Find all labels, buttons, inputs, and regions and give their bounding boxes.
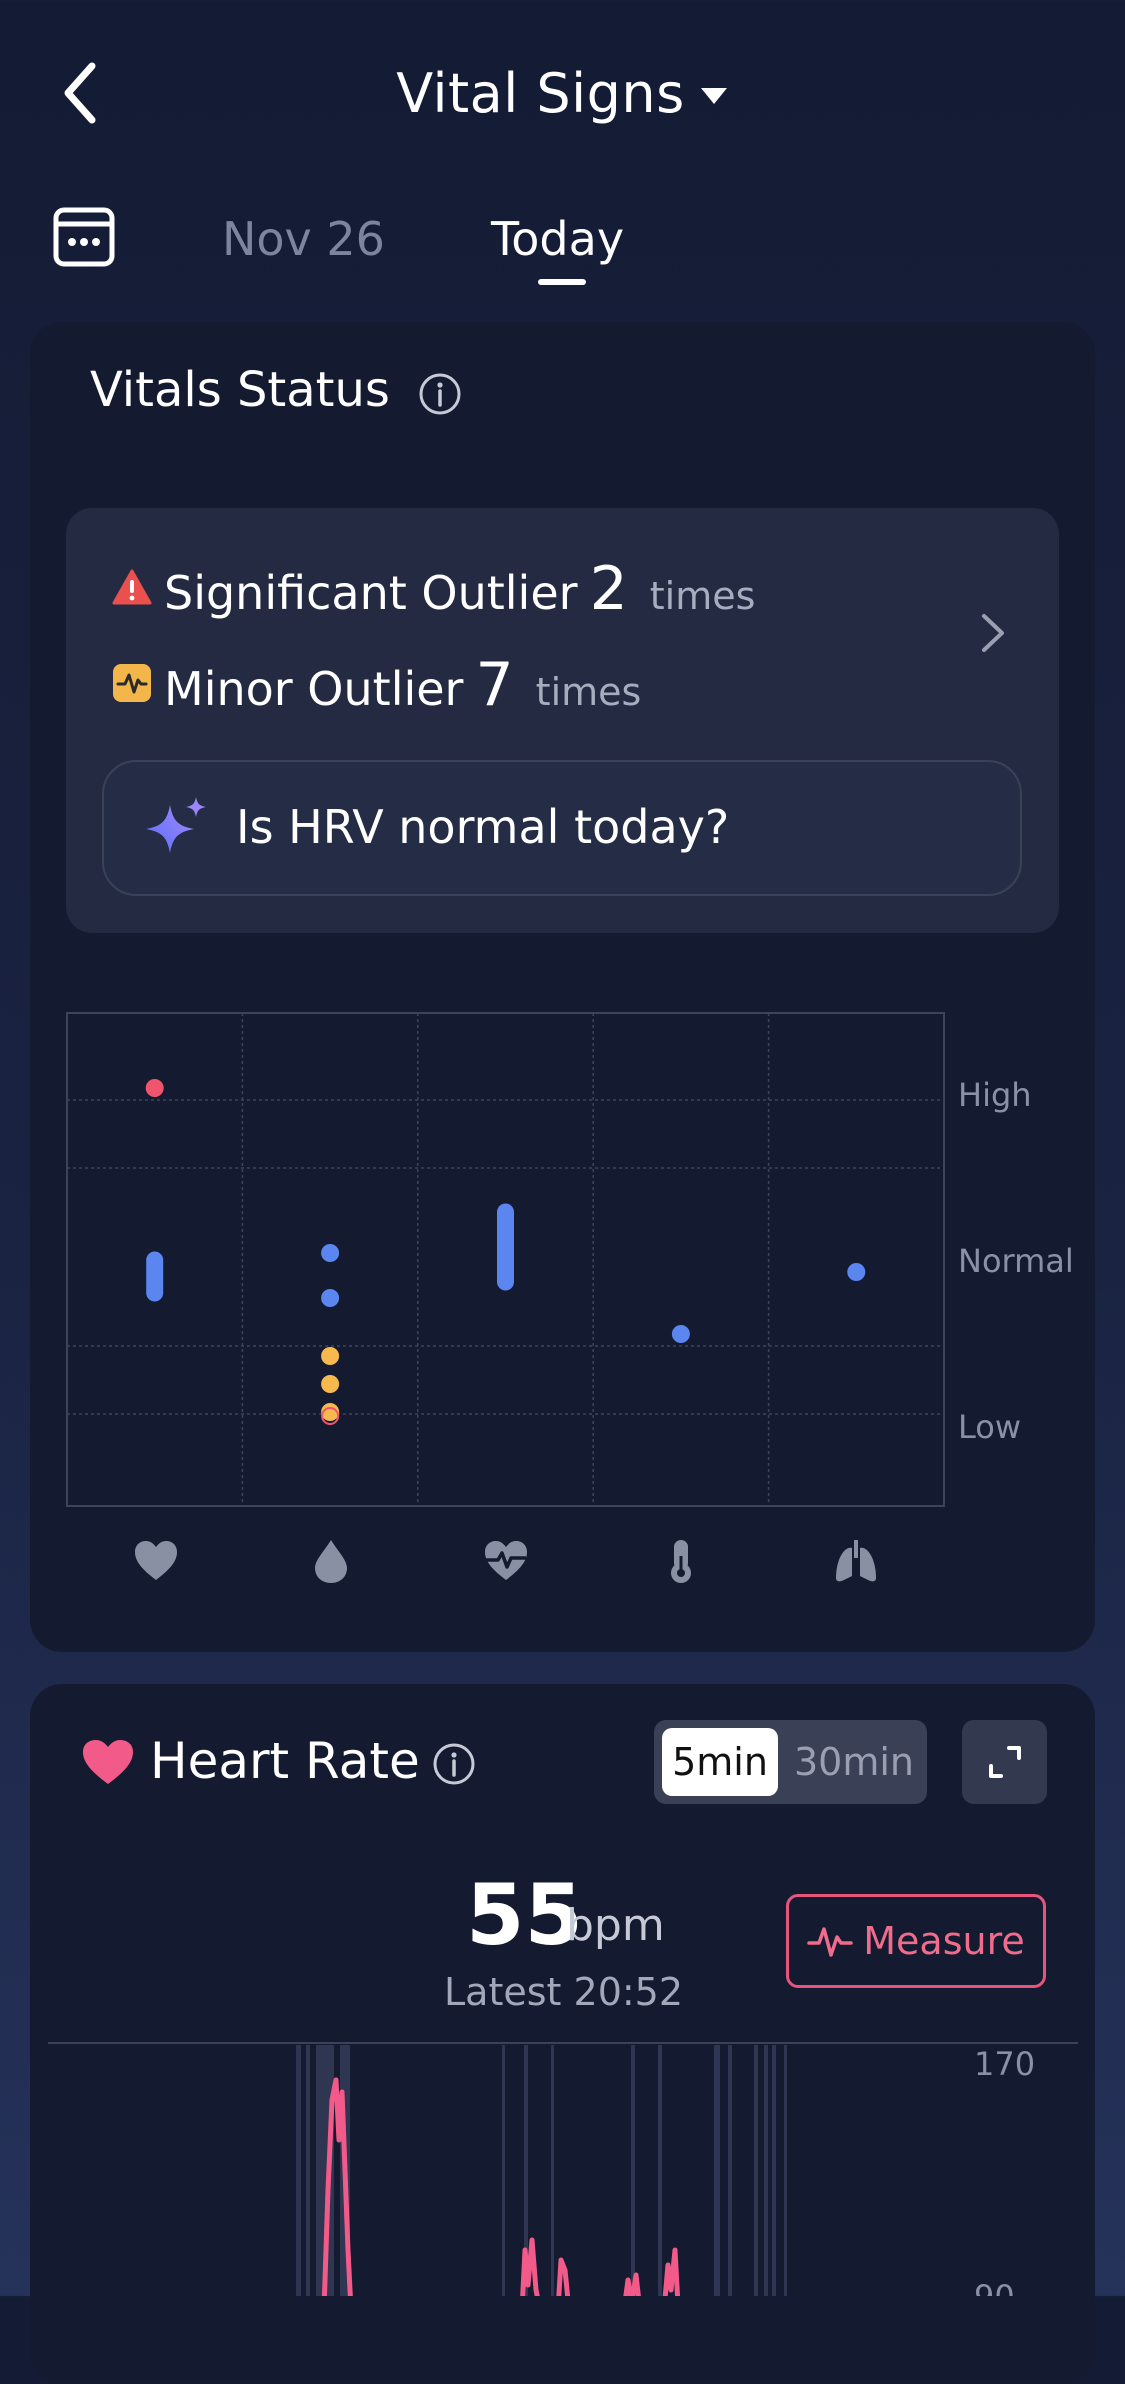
significant-outlier-label: Significant Outlier — [164, 566, 578, 620]
tab-underline — [538, 279, 586, 285]
heart-rate-title: Heart Rate — [150, 1732, 420, 1790]
level-label-high: High — [958, 1076, 1032, 1114]
minor-outlier-count: 7 — [475, 650, 514, 720]
pulse-icon — [807, 1927, 853, 1957]
heart-rate-latest: Latest 20:52 — [444, 1970, 684, 2014]
caret-down-icon[interactable] — [699, 86, 729, 106]
chart-grid — [67, 1013, 944, 1506]
vitals-status-title: Vitals Status — [90, 362, 390, 418]
sparkle-icon — [146, 797, 206, 853]
heart-rate-unit: bpm — [566, 1900, 665, 1951]
level-label-low: Low — [958, 1408, 1021, 1446]
chevron-right-icon[interactable] — [976, 610, 1010, 656]
info-icon[interactable] — [418, 372, 462, 416]
thermometer-icon[interactable] — [657, 1538, 705, 1584]
measure-button[interactable]: Measure — [786, 1894, 1046, 1988]
chart-point-blood-oxygen — [321, 1375, 340, 1393]
title-wrap: Vital Signs — [0, 58, 1125, 128]
expand-icon — [988, 1746, 1021, 1778]
heart-rate-chart: 170 90 — [48, 2042, 1078, 2296]
chart-point-blood-oxygen — [321, 1289, 340, 1307]
chart-point-outline — [321, 1407, 340, 1425]
heart-icon[interactable] — [132, 1538, 180, 1584]
tab-nov-26[interactable]: Nov 26 — [222, 212, 385, 266]
significant-outlier-row: Significant Outlier 2 times — [112, 554, 756, 624]
back-button[interactable] — [56, 58, 116, 128]
calendar-icon — [53, 207, 115, 267]
heart-rate-value: 55 — [466, 1866, 583, 1964]
tab-today[interactable]: Today — [491, 212, 625, 266]
expand-button[interactable] — [962, 1720, 1047, 1804]
chart-point-heart-rate — [145, 1079, 164, 1097]
vitals-scatter-chart: High Normal Low — [66, 1012, 1074, 1507]
heart-pulse-icon[interactable] — [482, 1538, 530, 1584]
chart-point-temperature — [671, 1325, 690, 1343]
significant-outlier-unit: times — [649, 574, 756, 618]
chart-point-blood-oxygen — [321, 1403, 340, 1421]
y-axis-mid-label: 90 — [974, 2278, 1015, 2296]
minor-outlier-unit: times — [535, 670, 642, 714]
page-title[interactable]: Vital Signs — [396, 61, 685, 125]
measure-label: Measure — [863, 1919, 1025, 1963]
droplet-icon[interactable] — [307, 1538, 355, 1584]
chevron-left-icon — [64, 62, 96, 124]
significant-outlier-count: 2 — [589, 554, 628, 624]
chart-frame — [66, 1012, 945, 1507]
chart-bands — [296, 2045, 787, 2296]
info-icon[interactable] — [432, 1742, 476, 1786]
lungs-icon[interactable] — [832, 1538, 880, 1584]
heart-icon — [83, 1740, 133, 1784]
chart-point-blood-oxygen — [321, 1347, 340, 1365]
pulse-wave-icon — [113, 664, 151, 702]
interval-5min[interactable]: 5min — [662, 1728, 778, 1796]
minor-outlier-row: Minor Outlier 7 times — [112, 650, 642, 720]
ask-ai-button[interactable] — [102, 760, 1022, 896]
ask-ai-prompt: Is HRV normal today? — [236, 800, 730, 854]
level-label-normal: Normal — [958, 1242, 1074, 1280]
heart-rate-line — [321, 2077, 681, 2296]
minor-outlier-label: Minor Outlier — [164, 662, 464, 716]
y-axis-max-label: 170 — [974, 2045, 1035, 2083]
warning-icon — [112, 569, 152, 605]
calendar-button[interactable] — [52, 204, 116, 268]
chart-point-blood-oxygen — [321, 1244, 340, 1262]
chart-points — [145, 1079, 866, 1425]
chart-point-respiration — [847, 1263, 866, 1281]
interval-30min[interactable]: 30min — [793, 1740, 914, 1784]
chart-level-labels: High Normal Low — [958, 1076, 1074, 1446]
